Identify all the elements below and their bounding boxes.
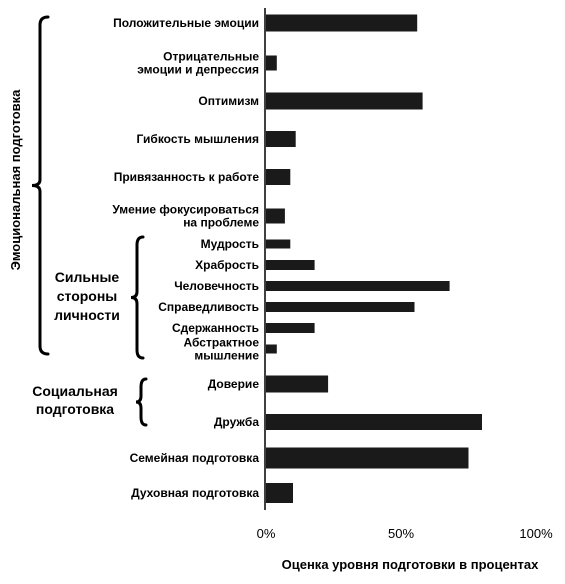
category-label: Абстрактное: [184, 336, 260, 350]
social-group-label: Социальная: [32, 383, 118, 399]
social-bracket: [135, 377, 148, 427]
strengths-group-label: стороны: [57, 288, 118, 304]
category-label: Дружба: [214, 415, 259, 429]
emotional-group-label: Эмоциональная подготовка: [8, 89, 23, 271]
strengths-group-label: личности: [54, 307, 120, 323]
category-label: на проблеме: [183, 216, 259, 230]
strengths-group-label: Сильные: [55, 269, 120, 285]
bar: [266, 14, 418, 32]
category-label: Справедливость: [158, 300, 259, 314]
bar-series: [266, 14, 482, 503]
x-tick-labels: 0% 50% 100%: [257, 526, 553, 541]
category-label: Умение фокусироваться: [112, 203, 259, 217]
bar: [266, 260, 315, 270]
group-brackets: Эмоциональная подготовка Сильные стороны ли…: [8, 15, 148, 427]
bar: [266, 169, 291, 185]
bar: [266, 281, 450, 291]
bar: [266, 302, 415, 312]
bar: [266, 483, 293, 503]
bar: [266, 239, 291, 249]
bar: [266, 208, 285, 224]
bar: [266, 344, 277, 354]
category-label: Гибкость мышления: [137, 132, 259, 146]
category-label: Оптимизм: [198, 94, 259, 108]
x-axis-title: Оценка уровня подготовки в процентах: [282, 557, 539, 572]
category-label: Храбрость: [195, 258, 259, 272]
category-label: мышление: [194, 349, 259, 363]
bar: [266, 414, 482, 430]
x-tick-label: 0%: [257, 526, 276, 541]
category-label: Мудрость: [201, 237, 259, 251]
category-label: Привязанность к работе: [114, 170, 260, 184]
category-label: Человечность: [174, 279, 259, 293]
emotional-bracket: [31, 15, 50, 356]
category-label: эмоции и депрессия: [137, 63, 259, 77]
bar: [266, 375, 329, 393]
bar: [266, 92, 423, 110]
bar: [266, 55, 277, 71]
category-label: Доверие: [208, 377, 260, 391]
strengths-bracket: [130, 235, 145, 360]
social-group-label: подготовка: [36, 401, 114, 417]
bar: [266, 131, 296, 147]
bar: [266, 323, 315, 333]
category-label: Отрицательные: [163, 50, 259, 64]
category-label: Духовная подготовка: [131, 486, 259, 500]
category-label: Семейная подготовка: [130, 451, 260, 465]
x-tick-label: 100%: [519, 526, 553, 541]
category-labels: Положительные эмоции Отрицательныеэмоции …: [112, 16, 259, 500]
category-label: Сдержанность: [172, 321, 259, 335]
bar: [266, 447, 469, 469]
category-label: Положительные эмоции: [113, 16, 259, 30]
x-tick-label: 50%: [388, 526, 414, 541]
